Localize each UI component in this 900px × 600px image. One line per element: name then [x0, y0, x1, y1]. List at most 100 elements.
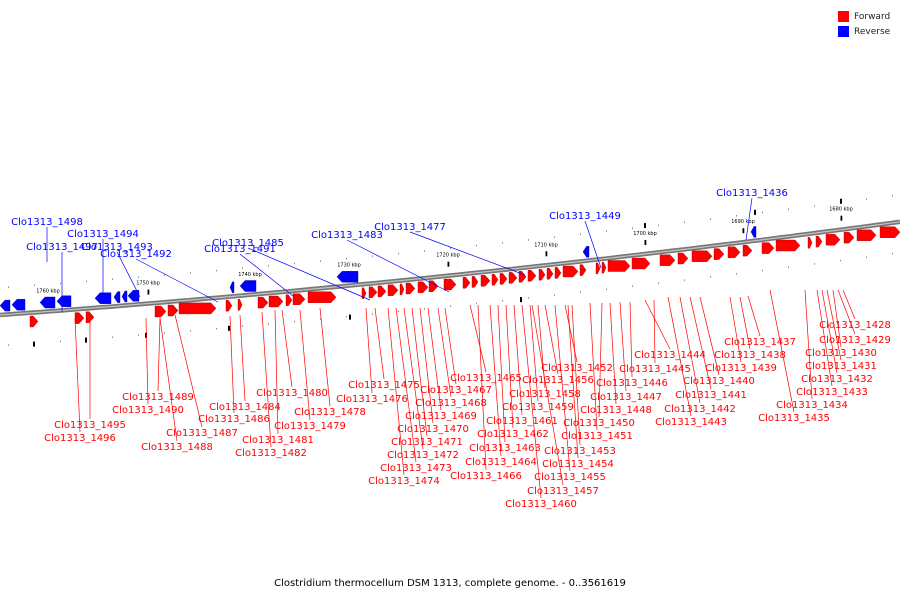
- gene-leader: [842, 289, 856, 320]
- gene-leader: [395, 307, 417, 463]
- forward-gene-label: Clo1313_1437: [724, 337, 796, 348]
- gene-leader: [739, 296, 751, 350]
- forward-gene-label: Clo1313_1465: [450, 373, 522, 384]
- forward-gene: [807, 236, 813, 249]
- guide-dot: [814, 205, 815, 207]
- guide-dot: [268, 323, 269, 325]
- forward-gene-label: Clo1313_1452: [541, 363, 613, 374]
- forward-gene: [727, 246, 741, 258]
- reverse-gene-label: Clo1313_1485: [212, 238, 284, 249]
- tick-label: 1680 kbp: [829, 207, 853, 213]
- tick-label: 1730 kbp: [337, 263, 361, 269]
- forward-gene-label: Clo1313_1440: [683, 376, 755, 387]
- forward-gene-label: Clo1313_1447: [590, 392, 662, 403]
- guide-dot: [294, 262, 295, 265]
- forward-gene: [85, 311, 95, 323]
- guide-dot: [372, 255, 373, 257]
- gene-leader: [816, 289, 833, 387]
- forward-gene: [595, 262, 601, 275]
- guide-dot: [216, 327, 217, 330]
- feature-marker: [145, 332, 147, 338]
- forward-gene: [508, 272, 518, 284]
- forward-gene-label: Clo1313_1479: [274, 421, 346, 432]
- forward-gene-label: Clo1313_1431: [805, 361, 877, 372]
- forward-gene: [237, 299, 243, 311]
- forward-gene-label: Clo1313_1457: [527, 486, 599, 497]
- guide-dot: [528, 239, 529, 241]
- forward-gene-label: Clo1313_1471: [391, 437, 463, 448]
- reverse-gene-label: Clo1313_1449: [549, 211, 621, 222]
- guide-dot: [580, 233, 581, 235]
- forward-gene-label: Clo1313_1454: [542, 459, 614, 470]
- forward-gene-label: Clo1313_1432: [801, 374, 873, 385]
- reverse-gene: [11, 299, 26, 311]
- guide-dot: [476, 302, 477, 305]
- guide-dot: [762, 211, 763, 214]
- guide-dot: [606, 230, 607, 232]
- guide-dot: [164, 274, 165, 276]
- reverse-gene: [750, 226, 757, 238]
- tick-label: 1690 kbp: [731, 219, 755, 225]
- guide-dot: [8, 344, 9, 346]
- feature-marker: [349, 314, 351, 320]
- reverse-gene-label: Clo1313_1494: [67, 229, 139, 240]
- guide-dot: [86, 280, 87, 282]
- guide-dot: [242, 267, 243, 269]
- reverse-gene-label: Clo1313_1493: [81, 242, 153, 253]
- guide-dot: [190, 330, 191, 332]
- forward-gene-label: Clo1313_1466: [450, 471, 522, 482]
- forward-gene-label: Clo1313_1430: [805, 348, 877, 359]
- guide-dot: [346, 257, 347, 260]
- gene-leader: [513, 304, 523, 416]
- gene-leader: [116, 251, 141, 298]
- reverse-gene-label: Clo1313_1492: [100, 249, 172, 260]
- legend-reverse: Reverse: [838, 24, 890, 39]
- forward-gene-label: Clo1313_1463: [469, 443, 541, 454]
- forward-gene-label: Clo1313_1433: [796, 387, 868, 398]
- reverse-gene-label: Clo1313_1477: [374, 222, 446, 233]
- gene-leader: [699, 296, 720, 376]
- forward-gene-label: Clo1313_1455: [534, 472, 606, 483]
- gene-leader: [159, 317, 178, 442]
- forward-gene: [538, 269, 546, 281]
- feature-marker: [754, 209, 756, 215]
- guide-dot: [658, 282, 659, 284]
- guide-dot: [762, 269, 763, 272]
- legend: Forward Reverse: [838, 9, 890, 39]
- legend-forward: Forward: [838, 9, 890, 24]
- reverse-gene-label: Clo1313_1436: [716, 188, 788, 199]
- guide-dot: [242, 325, 243, 327]
- forward-gene: [368, 286, 378, 298]
- forward-gene-label: Clo1313_1480: [256, 388, 328, 399]
- guide-dot: [554, 236, 555, 238]
- forward-gene: [405, 282, 416, 295]
- forward-gene-label: Clo1313_1467: [420, 385, 492, 396]
- gene-leader: [74, 317, 81, 433]
- forward-gene: [417, 281, 429, 293]
- forward-gene-label: Clo1313_1461: [486, 416, 558, 427]
- tick-label: 1760 kbp: [36, 289, 60, 295]
- gene-leader: [837, 289, 856, 335]
- forward-gene-label: Clo1313_1444: [634, 350, 706, 361]
- guide-dot: [684, 279, 685, 281]
- gene-leader: [365, 307, 373, 394]
- gene-leader: [609, 302, 617, 405]
- guide-dot: [398, 310, 399, 313]
- forward-gene-label: Clo1313_1474: [368, 476, 440, 487]
- forward-gene-label: Clo1313_1476: [336, 394, 408, 405]
- forward-gene-label: Clo1313_1435: [758, 413, 830, 424]
- gene-leader: [247, 247, 371, 301]
- forward-gene-label: Clo1313_1473: [380, 463, 452, 474]
- guide-dot: [190, 272, 191, 274]
- gene-leader: [477, 304, 487, 471]
- guide-dot: [346, 315, 347, 318]
- forward-gene-label: Clo1313_1459: [502, 402, 574, 413]
- forward-gene: [307, 291, 337, 303]
- guide-dot: [138, 276, 139, 278]
- forward-gene: [428, 280, 439, 292]
- forward-gene: [74, 312, 85, 324]
- gene-leader: [505, 304, 514, 429]
- guide-dot: [476, 244, 477, 247]
- gene-leader: [157, 317, 161, 392]
- feature-marker: [840, 198, 842, 204]
